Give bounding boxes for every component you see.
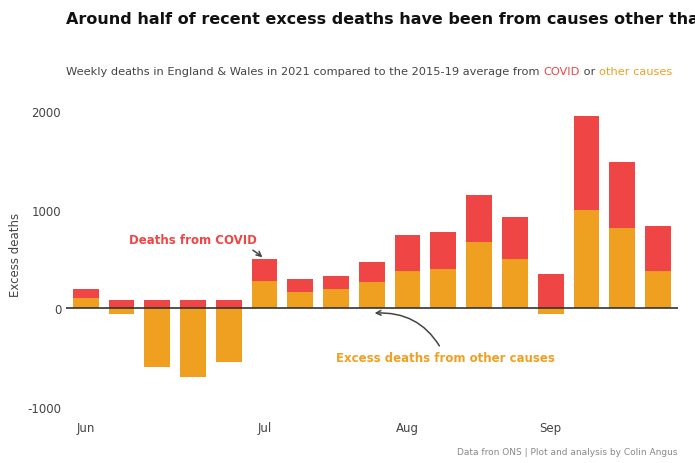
Text: Deaths from COVID: Deaths from COVID bbox=[129, 233, 261, 257]
Bar bbox=[359, 282, 385, 309]
Bar bbox=[216, 309, 242, 363]
Text: or: or bbox=[580, 67, 598, 77]
Bar bbox=[108, 309, 134, 314]
Bar bbox=[610, 163, 635, 228]
Bar bbox=[252, 260, 277, 281]
Bar bbox=[645, 226, 671, 271]
Bar bbox=[73, 299, 99, 309]
Bar bbox=[145, 301, 170, 309]
Bar bbox=[323, 289, 349, 309]
Bar bbox=[288, 279, 313, 292]
Text: COVID: COVID bbox=[543, 67, 580, 77]
Bar bbox=[73, 289, 99, 299]
Bar bbox=[645, 271, 671, 309]
Bar bbox=[538, 309, 564, 314]
Bar bbox=[538, 274, 564, 309]
Bar bbox=[323, 276, 349, 289]
Bar bbox=[180, 301, 206, 309]
Bar bbox=[108, 301, 134, 309]
Bar bbox=[502, 217, 528, 260]
Text: Weekly deaths in England & Wales in 2021 compared to the 2015-19 average from: Weekly deaths in England & Wales in 2021… bbox=[66, 67, 543, 77]
Bar bbox=[288, 292, 313, 309]
Bar bbox=[430, 232, 456, 269]
Bar bbox=[395, 235, 420, 271]
Bar bbox=[216, 301, 242, 309]
Y-axis label: Excess deaths: Excess deaths bbox=[8, 213, 22, 297]
Bar bbox=[610, 228, 635, 309]
Bar bbox=[145, 309, 170, 368]
Bar bbox=[573, 211, 599, 309]
Bar bbox=[466, 196, 492, 243]
Text: Around half of recent excess deaths have been from causes other than COVID-19: Around half of recent excess deaths have… bbox=[66, 12, 695, 26]
Bar bbox=[252, 281, 277, 309]
Bar bbox=[359, 263, 385, 282]
Bar bbox=[466, 243, 492, 309]
Text: Data fron ONS | Plot and analysis by Colin Angus: Data fron ONS | Plot and analysis by Col… bbox=[457, 447, 678, 456]
Bar bbox=[573, 117, 599, 211]
Bar bbox=[430, 269, 456, 309]
Bar bbox=[502, 260, 528, 309]
Bar bbox=[180, 309, 206, 377]
Text: other causes: other causes bbox=[598, 67, 672, 77]
Bar bbox=[395, 271, 420, 309]
Text: Excess deaths from other causes: Excess deaths from other causes bbox=[336, 311, 555, 364]
